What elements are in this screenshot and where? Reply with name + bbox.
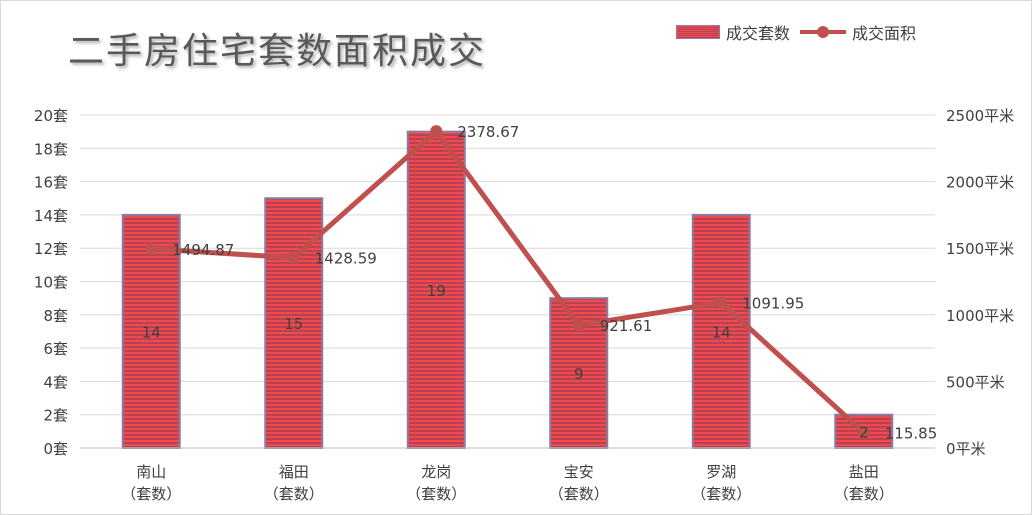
line-data-label: 115.85	[885, 425, 938, 443]
y-left-tick-label: 8套	[43, 307, 68, 325]
y-right-tick-label: 2000平米	[946, 174, 1014, 192]
y-left-tick-label: 6套	[43, 340, 68, 358]
legend-label-line: 成交面积	[852, 24, 917, 43]
chart-title: 二手房住宅套数面积成交	[68, 31, 487, 72]
line-point	[145, 242, 158, 255]
line-data-label: 921.61	[600, 317, 653, 335]
x-tick-label: 南山（套数）	[121, 463, 181, 503]
line-data-label: 1428.59	[315, 250, 377, 268]
legend-item-bars: 成交套数	[676, 20, 790, 44]
y-right-tick-label: 2500平米	[946, 107, 1014, 125]
y-left-tick-label: 16套	[34, 174, 68, 192]
legend-bar-swatch	[676, 25, 720, 39]
line-point	[287, 251, 300, 264]
y-right-tick-label: 1000平米	[946, 307, 1014, 325]
bar-data-label: 9	[574, 365, 584, 383]
bar-data-label: 15	[284, 315, 303, 333]
legend-item-line: 成交面积	[800, 20, 916, 44]
y-left-tick-label: 2套	[43, 407, 68, 425]
line-data-label: 1091.95	[742, 295, 804, 313]
x-tick-label: 盐田（套数）	[834, 463, 894, 503]
x-tick-label: 罗湖（套数）	[691, 463, 751, 503]
line-layer	[145, 125, 870, 439]
legend-line-swatch	[800, 26, 847, 38]
bar-data-label: 14	[142, 323, 161, 341]
y-left-tick-label: 20套	[34, 107, 68, 125]
y-right-tick-label: 1500平米	[946, 240, 1014, 258]
area-series-line	[148, 128, 867, 436]
y-left-tick-label: 4套	[43, 373, 68, 391]
bar-layer	[121, 130, 894, 450]
axis-layer: 0套 2套 4套 6套 8套 10套 12套 14套 16套 18套 20套 0平米 500平米 1000…	[34, 107, 1014, 503]
line-data-label: 2378.67	[457, 123, 519, 141]
x-tick-label: 龙岗（套数）	[406, 463, 466, 503]
y-right-tick-label: 500平米	[946, 373, 1005, 391]
line-point	[857, 426, 870, 439]
line-data-label: 1494.87	[172, 241, 234, 259]
legend-label-bars: 成交套数	[726, 24, 791, 43]
y-right-tick-label: 0平米	[946, 440, 986, 458]
line-point	[430, 125, 443, 138]
y-left-tick-label: 14套	[34, 207, 68, 225]
bar	[406, 130, 466, 449]
bar-data-label: 14	[712, 323, 731, 341]
grid-layer	[80, 114, 935, 449]
legend: 成交套数 成交面积	[676, 20, 926, 44]
bar	[121, 213, 181, 449]
y-left-tick-label: 18套	[34, 140, 68, 158]
x-tick-label: 福田（套数）	[264, 463, 324, 503]
bar-data-label: 2	[859, 423, 869, 441]
x-tick-label: 宝安（套数）	[549, 463, 609, 503]
y-left-tick-label: 10套	[34, 274, 68, 292]
label-layer: 14 15 19 9 14 2 1494.87 1428.59 2378.67 921.61 109…	[142, 123, 938, 442]
line-point	[572, 319, 585, 332]
line-point	[715, 296, 728, 309]
y-left-tick-label: 0套	[43, 440, 68, 458]
bar-data-label: 19	[427, 282, 446, 300]
y-left-tick-label: 12套	[34, 240, 68, 258]
